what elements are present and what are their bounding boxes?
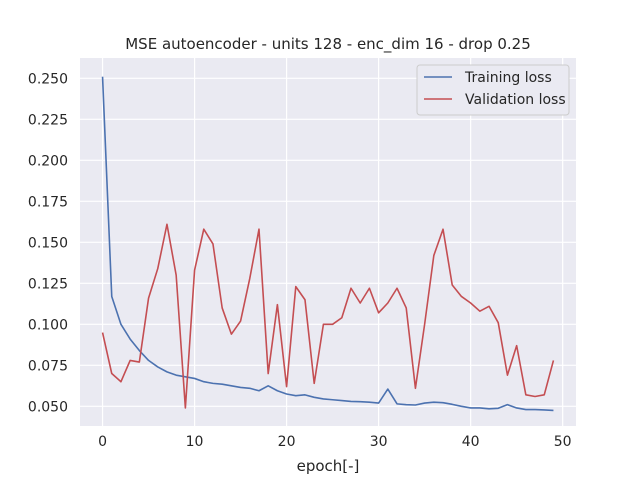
x-tick-label: 50 [554,434,572,450]
legend-box [416,64,570,116]
x-tick-labels: 0 10 20 30 40 50 [98,434,571,450]
y-tick-label: 0.175 [28,194,68,210]
x-tick-label: 40 [462,434,480,450]
y-tick-label: 0.150 [28,235,68,251]
x-tick-label: 20 [278,434,296,450]
y-tick-label: 0.200 [28,153,68,169]
series-line-training [101,76,554,412]
y-tick-label: 0.250 [28,71,68,87]
x-axis-label: epoch[-] [297,457,360,475]
y-tick-label: 0.125 [28,276,68,292]
chart-title: MSE autoencoder - units 128 - enc_dim 16… [125,35,531,54]
grid-lines [80,58,576,426]
series-line-validation [101,223,555,409]
series-lines [101,76,555,412]
x-tick-label: 0 [98,434,107,450]
y-tick-label: 0.225 [28,112,68,128]
legend: Training loss Validation loss [416,64,570,116]
legend-label-training: Training loss [464,70,552,86]
x-tick-label: 30 [370,434,388,450]
y-tick-labels: 0.050 0.075 0.100 0.125 0.150 0.175 0.200 0.225… [28,71,68,415]
y-tick-label: 0.050 [28,399,68,415]
x-tick-label: 10 [186,434,204,450]
legend-label-validation: Validation loss [465,92,566,108]
y-tick-label: 0.100 [28,317,68,333]
y-tick-label: 0.075 [28,358,68,374]
